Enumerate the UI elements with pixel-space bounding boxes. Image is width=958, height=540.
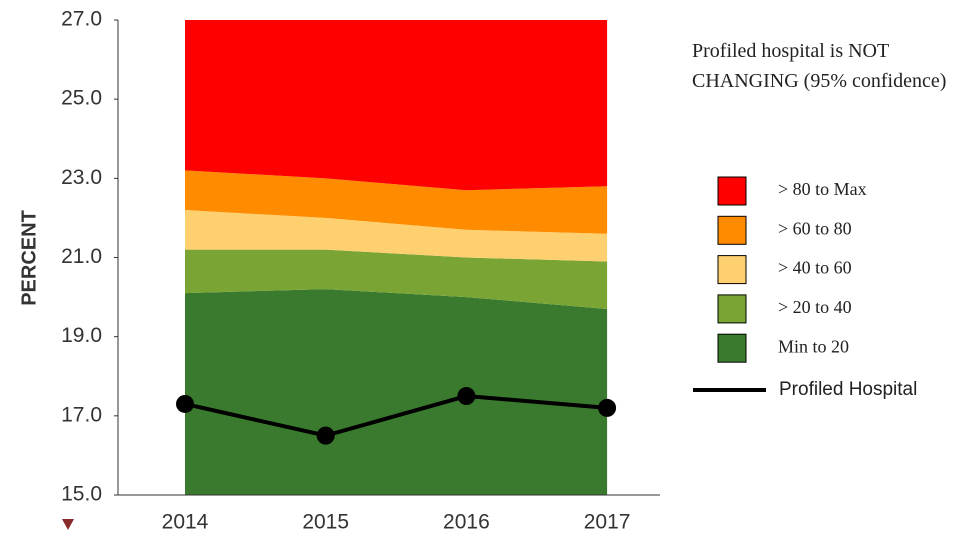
area-band [185, 210, 608, 262]
area-band [185, 249, 608, 309]
area-band [185, 20, 608, 191]
legend-swatch [717, 255, 747, 285]
y-tick-label: 25.0 [61, 87, 102, 110]
line-point [457, 387, 476, 406]
area-band [185, 289, 608, 495]
legend-swatch [717, 333, 747, 363]
line-point [176, 394, 194, 413]
legend-swatch [717, 176, 747, 206]
sort-icon [62, 519, 74, 530]
legend-label: Min to 20 [778, 336, 849, 356]
annotation: Profiled hospital is NOT CHANGING (95% c… [692, 40, 947, 92]
y-tick-label: 23.0 [61, 166, 102, 189]
legend-label: > 60 to 80 [778, 218, 852, 238]
y-tick-label: 17.0 [61, 403, 102, 426]
y-tick-label: 19.0 [61, 324, 102, 347]
y-tick-label: 21.0 [61, 245, 102, 268]
legend-label: Profiled Hospital [779, 379, 917, 400]
y-axis-label: PERCENT [18, 210, 40, 306]
legend-label: > 80 to Max [778, 179, 867, 199]
line-point [316, 426, 335, 445]
legend-label: > 20 to 40 [778, 297, 852, 317]
line-point [598, 398, 617, 417]
x-tick-label: 2016 [443, 511, 490, 534]
legend-swatch [717, 215, 747, 245]
area-band [185, 170, 608, 234]
legend-swatch [717, 294, 747, 324]
x-tick-label: 2017 [584, 511, 631, 534]
y-tick-label: 27.0 [61, 8, 102, 31]
x-tick-label: 2014 [162, 511, 209, 534]
line-series [184, 394, 608, 438]
x-tick-label: 2015 [302, 511, 349, 534]
legend-label: > 40 to 60 [778, 258, 852, 278]
y-tick-label: 15.0 [61, 483, 102, 506]
